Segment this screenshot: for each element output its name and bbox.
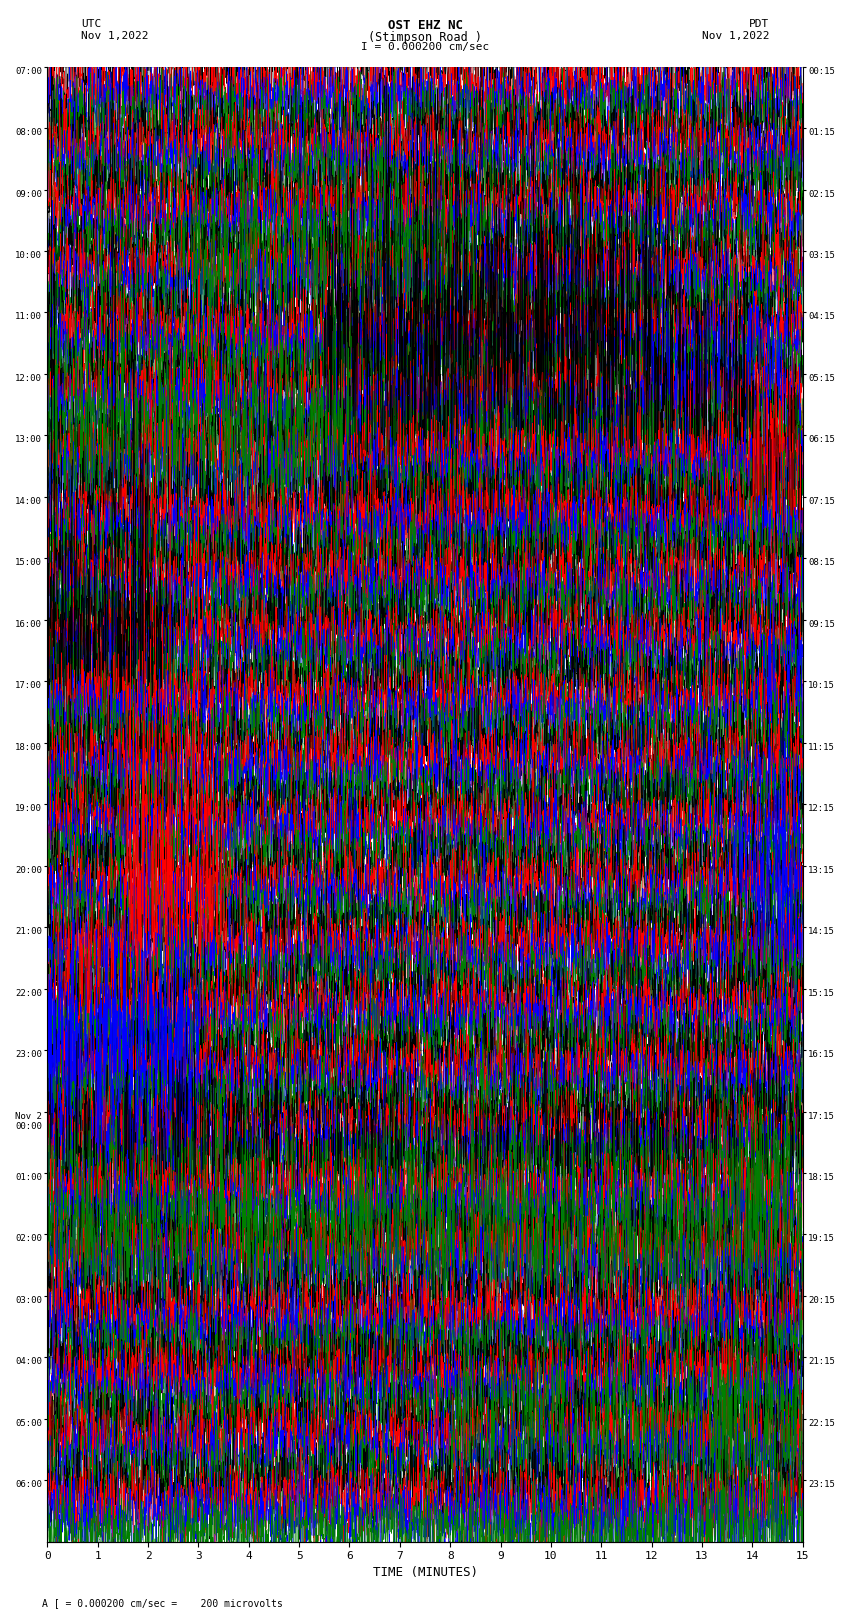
X-axis label: TIME (MINUTES): TIME (MINUTES) — [372, 1566, 478, 1579]
Text: UTC: UTC — [81, 19, 101, 29]
Text: OST EHZ NC: OST EHZ NC — [388, 19, 462, 32]
Text: (Stimpson Road ): (Stimpson Road ) — [368, 31, 482, 44]
Text: Nov 1,2022: Nov 1,2022 — [81, 31, 148, 40]
Text: PDT: PDT — [749, 19, 769, 29]
Text: I = 0.000200 cm/sec: I = 0.000200 cm/sec — [361, 42, 489, 52]
Text: A [ = 0.000200 cm/sec =    200 microvolts: A [ = 0.000200 cm/sec = 200 microvolts — [42, 1598, 283, 1608]
Text: Nov 1,2022: Nov 1,2022 — [702, 31, 769, 40]
